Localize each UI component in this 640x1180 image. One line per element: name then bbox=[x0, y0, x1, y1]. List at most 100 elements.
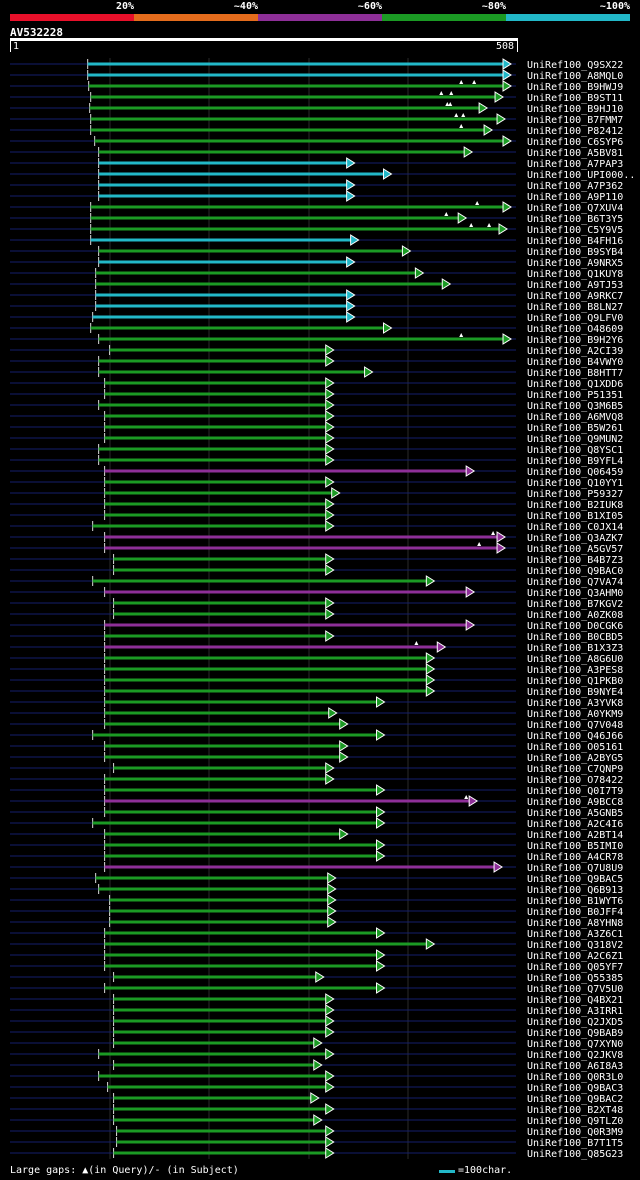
hit-label[interactable]: UniRef100_A5GV57 bbox=[527, 544, 623, 555]
hit-label[interactable]: UniRef100_Q9LFV0 bbox=[527, 313, 623, 324]
hit-label[interactable]: UniRef100_Q7U8U9 bbox=[527, 863, 623, 874]
hit-label[interactable]: UniRef100_Q0R3M9 bbox=[527, 1127, 623, 1138]
hit-label[interactable]: UniRef100_Q9BAC2 bbox=[527, 1094, 623, 1105]
hit-label[interactable]: UniRef100_Q0R3L0 bbox=[527, 1072, 623, 1083]
hit-label[interactable]: UniRef100_B9H2Y6 bbox=[527, 335, 623, 346]
hit-label[interactable]: UniRef100_P59327 bbox=[527, 489, 623, 500]
hit-label[interactable]: UniRef100_Q06459 bbox=[527, 467, 623, 478]
hit-label[interactable]: UniRef100_B8LN27 bbox=[527, 302, 623, 313]
hit-label[interactable]: UniRef100_A9BCC8 bbox=[527, 797, 623, 808]
hit-label[interactable]: UniRef100_Q1KUY8 bbox=[527, 269, 623, 280]
hit-label[interactable]: UniRef100_Q7V048 bbox=[527, 720, 623, 731]
hit-label[interactable]: UniRef100_UPI000.. bbox=[527, 170, 635, 181]
hit-label[interactable]: UniRef100_B2XT48 bbox=[527, 1105, 623, 1116]
hit-label[interactable]: UniRef100_A9RKC7 bbox=[527, 291, 623, 302]
hit-label[interactable]: UniRef100_A2BT14 bbox=[527, 830, 623, 841]
hit-label[interactable]: UniRef100_B9ST11 bbox=[527, 93, 623, 104]
hit-label[interactable]: UniRef100_B5W261 bbox=[527, 423, 623, 434]
hit-label[interactable]: UniRef100_O78422 bbox=[527, 775, 623, 786]
hit-label[interactable]: UniRef100_A8YHN8 bbox=[527, 918, 623, 929]
hit-label[interactable]: UniRef100_A2C4I6 bbox=[527, 819, 623, 830]
hit-label[interactable]: UniRef100_Q1PKB0 bbox=[527, 676, 623, 687]
hit-label[interactable]: UniRef100_B4FH16 bbox=[527, 236, 623, 247]
hit-label[interactable]: UniRef100_C7QNP9 bbox=[527, 764, 623, 775]
hit-label[interactable]: UniRef100_A4CR78 bbox=[527, 852, 623, 863]
hit-label[interactable]: UniRef100_Q10YY1 bbox=[527, 478, 623, 489]
hit-label[interactable]: UniRef100_A9P110 bbox=[527, 192, 623, 203]
hit-label[interactable]: UniRef100_A6MVQ8 bbox=[527, 412, 623, 423]
hit-label[interactable]: UniRef100_D0CGK6 bbox=[527, 621, 623, 632]
hit-label[interactable]: UniRef100_C6SYP6 bbox=[527, 137, 623, 148]
hit-label[interactable]: UniRef100_A3YVK8 bbox=[527, 698, 623, 709]
hit-label[interactable]: UniRef100_B1X3Z3 bbox=[527, 643, 623, 654]
hit-label[interactable]: UniRef100_A2C6Z1 bbox=[527, 951, 623, 962]
hit-label[interactable]: UniRef100_Q9TLZ0 bbox=[527, 1116, 623, 1127]
hit-label[interactable]: UniRef100_Q9BAB9 bbox=[527, 1028, 623, 1039]
hit-label[interactable]: UniRef100_O05161 bbox=[527, 742, 623, 753]
hit-label[interactable]: UniRef100_Q05YF7 bbox=[527, 962, 623, 973]
hit-label[interactable]: UniRef100_Q3AZK7 bbox=[527, 533, 623, 544]
hit-label[interactable]: UniRef100_Q3AHM0 bbox=[527, 588, 623, 599]
hit-label[interactable]: UniRef100_Q7VA74 bbox=[527, 577, 623, 588]
hit-label[interactable]: UniRef100_A7PAP3 bbox=[527, 159, 623, 170]
hit-label[interactable]: UniRef100_B9SYB4 bbox=[527, 247, 623, 258]
hit-label[interactable]: UniRef100_Q0I7T9 bbox=[527, 786, 623, 797]
hit-label[interactable]: UniRef100_B7T1T5 bbox=[527, 1138, 623, 1149]
hit-label[interactable]: UniRef100_Q6B913 bbox=[527, 885, 623, 896]
hit-label[interactable]: UniRef100_B7FMM7 bbox=[527, 115, 623, 126]
hit-label[interactable]: UniRef100_Q2JKV8 bbox=[527, 1050, 623, 1061]
hit-label[interactable]: UniRef100_A9NRX5 bbox=[527, 258, 623, 269]
hit-label[interactable]: UniRef100_B1WYT6 bbox=[527, 896, 623, 907]
hit-label[interactable]: UniRef100_O48609 bbox=[527, 324, 623, 335]
hit-label[interactable]: UniRef100_Q9BAC0 bbox=[527, 566, 623, 577]
hit-label[interactable]: UniRef100_Q9SX22 bbox=[527, 60, 623, 71]
hit-label[interactable]: UniRef100_B8HTT7 bbox=[527, 368, 623, 379]
hit-label[interactable]: UniRef100_B5IMI0 bbox=[527, 841, 623, 852]
hit-label[interactable]: UniRef100_Q46J66 bbox=[527, 731, 623, 742]
hit-label[interactable]: UniRef100_B6T3Y5 bbox=[527, 214, 623, 225]
hit-label[interactable]: UniRef100_B0JFF4 bbox=[527, 907, 623, 918]
hit-label[interactable]: UniRef100_Q1XDD6 bbox=[527, 379, 623, 390]
hit-label[interactable]: UniRef100_Q9MUN2 bbox=[527, 434, 623, 445]
hit-label[interactable]: UniRef100_B7KGV2 bbox=[527, 599, 623, 610]
hit-label[interactable]: UniRef100_A8MQL0 bbox=[527, 71, 623, 82]
hit-label[interactable]: UniRef100_Q9BAC3 bbox=[527, 1083, 623, 1094]
hit-label[interactable]: UniRef100_A2BYG5 bbox=[527, 753, 623, 764]
hit-label[interactable]: UniRef100_B1XI05 bbox=[527, 511, 623, 522]
hit-label[interactable]: UniRef100_A5GNB5 bbox=[527, 808, 623, 819]
hit-label[interactable]: UniRef100_B4B7Z3 bbox=[527, 555, 623, 566]
hit-label[interactable]: UniRef100_B0CBD5 bbox=[527, 632, 623, 643]
hit-label[interactable]: UniRef100_A3IRR1 bbox=[527, 1006, 623, 1017]
hit-label[interactable]: UniRef100_Q55385 bbox=[527, 973, 623, 984]
hit-label[interactable]: UniRef100_Q8YSC1 bbox=[527, 445, 623, 456]
hit-label[interactable]: UniRef100_A0ZK08 bbox=[527, 610, 623, 621]
hit-label[interactable]: UniRef100_A3PES8 bbox=[527, 665, 623, 676]
hit-label[interactable]: UniRef100_A7P362 bbox=[527, 181, 623, 192]
hit-label[interactable]: UniRef100_Q2JXD5 bbox=[527, 1017, 623, 1028]
hit-label[interactable]: UniRef100_Q7XUV4 bbox=[527, 203, 623, 214]
hit-label[interactable]: UniRef100_B9HWJ9 bbox=[527, 82, 623, 93]
hit-label[interactable]: UniRef100_A9TJ53 bbox=[527, 280, 623, 291]
hit-label[interactable]: UniRef100_Q4BX21 bbox=[527, 995, 623, 1006]
hit-label[interactable]: UniRef100_P51351 bbox=[527, 390, 623, 401]
hit-label[interactable]: UniRef100_Q7XYN0 bbox=[527, 1039, 623, 1050]
hit-label[interactable]: UniRef100_A3Z6C1 bbox=[527, 929, 623, 940]
hit-label[interactable]: UniRef100_A6I8A3 bbox=[527, 1061, 623, 1072]
hit-label[interactable]: UniRef100_Q318V2 bbox=[527, 940, 623, 951]
hit-label[interactable]: UniRef100_B9HJ10 bbox=[527, 104, 623, 115]
hit-label[interactable]: UniRef100_C5Y9V5 bbox=[527, 225, 623, 236]
hit-label[interactable]: UniRef100_Q9BAC5 bbox=[527, 874, 623, 885]
hit-label[interactable]: UniRef100_A0YKM9 bbox=[527, 709, 623, 720]
hit-label[interactable]: UniRef100_B9NYE4 bbox=[527, 687, 623, 698]
hit-label[interactable]: UniRef100_P82412 bbox=[527, 126, 623, 137]
hit-label[interactable]: UniRef100_B9YFL4 bbox=[527, 456, 623, 467]
hit-label[interactable]: UniRef100_Q3M6B5 bbox=[527, 401, 623, 412]
hit-label[interactable]: UniRef100_B4VWY0 bbox=[527, 357, 623, 368]
hit-label[interactable]: UniRef100_Q85G23 bbox=[527, 1149, 623, 1160]
hit-label[interactable]: UniRef100_A8G6U0 bbox=[527, 654, 623, 665]
hit-label[interactable]: UniRef100_A5BV81 bbox=[527, 148, 623, 159]
hit-label[interactable]: UniRef100_C0JX14 bbox=[527, 522, 623, 533]
hit-label[interactable]: UniRef100_A2CI39 bbox=[527, 346, 623, 357]
hit-label[interactable]: UniRef100_Q7V5U0 bbox=[527, 984, 623, 995]
hit-label[interactable]: UniRef100_B2IUK8 bbox=[527, 500, 623, 511]
